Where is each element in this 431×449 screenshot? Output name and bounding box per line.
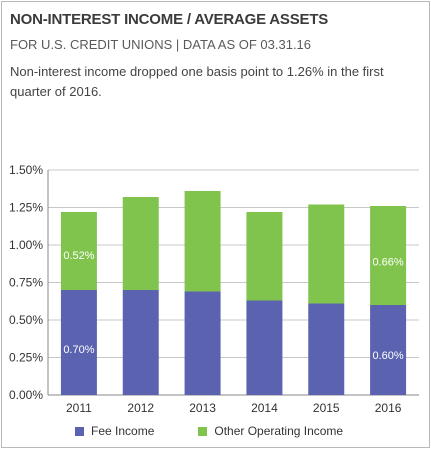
bar-other-income [184, 191, 221, 292]
bar-fee-income [246, 300, 283, 395]
chart-title: NON-INTEREST INCOME / AVERAGE ASSETS [10, 11, 329, 28]
x-tick-label: 2012 [127, 401, 154, 415]
bar-other-income [122, 197, 159, 290]
legend: Fee Income Other Operating Income [75, 424, 387, 438]
bar-fee-income [122, 290, 159, 395]
data-label: 0.70% [63, 344, 94, 356]
y-tick-label: 1.50% [9, 163, 43, 177]
data-label: 0.60% [372, 350, 403, 362]
y-tick-label: 0.25% [9, 351, 43, 365]
x-tick-label: 2015 [313, 401, 340, 415]
data-label: 0.66% [372, 256, 403, 268]
bar-other-income [308, 204, 345, 304]
legend-item-other-income: Other Operating Income [198, 424, 343, 438]
y-tick-label: 0.00% [9, 388, 43, 402]
y-tick-label: 1.00% [9, 238, 43, 252]
y-tick-label: 1.25% [9, 201, 43, 215]
x-tick-label: 2016 [375, 401, 402, 415]
bar-other-income [246, 212, 283, 301]
chart-description: Non-interest income dropped one basis po… [10, 64, 384, 99]
bar-fee-income [60, 290, 97, 395]
bar-fee-income [184, 291, 221, 395]
legend-swatch-other-income [198, 426, 208, 436]
legend-label-fee-income: Fee Income [91, 424, 155, 438]
data-label: 0.52% [63, 250, 94, 262]
legend-item-fee-income: Fee Income [75, 424, 154, 438]
bar-fee-income [308, 303, 345, 395]
x-tick-label: 2013 [189, 401, 216, 415]
y-tick-label: 0.75% [9, 276, 43, 290]
y-tick-label: 0.50% [9, 313, 43, 327]
legend-label-other-income: Other Operating Income [214, 424, 344, 438]
bar-other-income [370, 206, 407, 305]
chart-subtitle: FOR U.S. CREDIT UNIONS | DATA AS OF 03.3… [10, 37, 312, 52]
bar-fee-income [370, 305, 407, 395]
legend-swatch-fee-income [75, 426, 84, 436]
bar-other-income [60, 212, 97, 290]
x-tick-label: 2011 [66, 401, 92, 415]
x-tick-label: 2014 [251, 401, 278, 415]
